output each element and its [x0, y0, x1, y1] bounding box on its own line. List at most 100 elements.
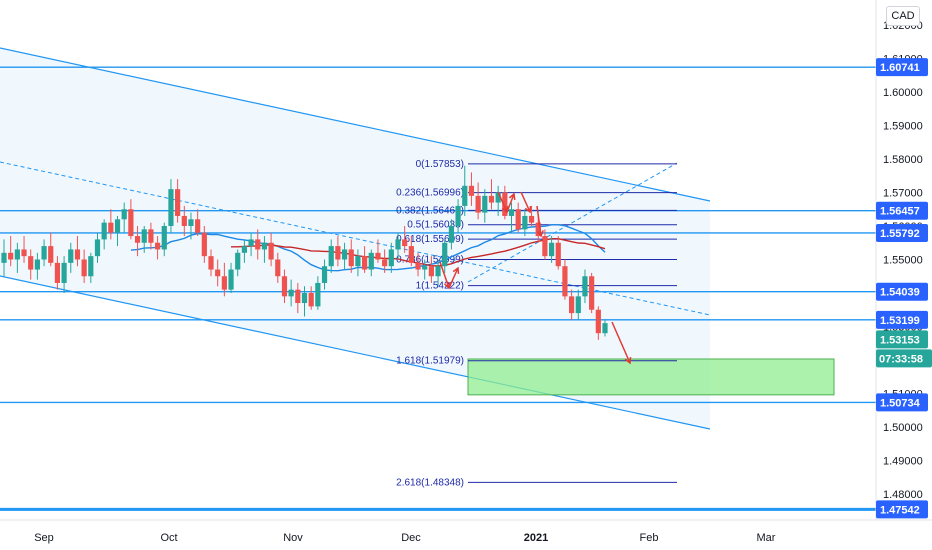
- price-tag-label: 1.47542: [880, 504, 920, 516]
- price-tick-label: 1.50000: [883, 422, 923, 434]
- fib-trend-line: [467, 162, 678, 283]
- candle-body: [41, 246, 47, 260]
- candle-body: [81, 259, 87, 277]
- price-tick-label: 1.48000: [883, 489, 923, 501]
- time-tick-label: 2021: [524, 532, 548, 544]
- price-tick-label: 1.59000: [883, 121, 923, 133]
- candle-body: [315, 282, 321, 307]
- candle-body: [562, 266, 568, 297]
- candle-body: [528, 215, 535, 223]
- time-axis[interactable]: Sep Oct Nov Dec 2021 Feb Mar: [0, 519, 932, 544]
- candle-body: [395, 239, 401, 250]
- candle-body: [375, 252, 381, 260]
- price-tag-label: 1.53153: [880, 334, 920, 346]
- candle-body: [308, 293, 314, 307]
- arrow-head: [524, 205, 532, 214]
- fib-level-label: 0.618(1.55609): [396, 234, 464, 245]
- candle-body: [281, 276, 288, 297]
- candle-body: [535, 222, 541, 237]
- candle-body: [168, 189, 174, 226]
- candle-body: [101, 222, 107, 240]
- candle-body: [415, 262, 421, 270]
- candle-body: [14, 249, 20, 260]
- candle-body: [175, 189, 181, 216]
- price-tag: [876, 393, 928, 412]
- candle-body: [21, 249, 27, 257]
- fib-level-label: 0.786(1.54999): [396, 255, 464, 266]
- candle-body: [382, 259, 388, 267]
- fibonacci-extension[interactable]: 0(1.57853) 0.236(1.56996) 0.382(1.56466) 0.…: [396, 159, 677, 488]
- price-tag: [876, 223, 928, 242]
- candle-body: [589, 276, 595, 310]
- price-tag: [876, 500, 928, 519]
- price-tick-label: 1.60000: [883, 87, 923, 99]
- candle-body: [455, 205, 461, 226]
- fib-level-label: 1.618(1.51979): [396, 356, 464, 367]
- candle-body: [201, 232, 207, 257]
- price-tag-label: 1.54039: [880, 287, 920, 299]
- currency-label[interactable]: CAD: [886, 6, 920, 26]
- candle-body: [1, 252, 7, 263]
- candle-body: [28, 256, 34, 270]
- candle-body: [88, 256, 94, 277]
- arrow-head: [508, 192, 516, 201]
- price-tag: [876, 58, 928, 77]
- channel-upper-line: [0, 47, 711, 202]
- candle-body: [428, 266, 434, 277]
- projection-arrows: [439, 191, 632, 365]
- candle-body: [595, 309, 601, 334]
- candle-body: [402, 239, 408, 247]
- candle-body: [261, 242, 268, 250]
- candle-body: [181, 215, 187, 226]
- candle-body: [235, 252, 241, 270]
- candle-body: [575, 296, 581, 314]
- candle-body: [508, 209, 515, 216]
- candle-body: [502, 192, 508, 216]
- channel-lower-line: [0, 275, 711, 430]
- fib-level-label: 0.5(1.56038): [407, 220, 464, 231]
- candle-body: [582, 276, 588, 297]
- countdown-tag: [876, 349, 932, 368]
- candle-body: [448, 226, 455, 243]
- candle-body: [215, 269, 221, 277]
- candle-body: [68, 249, 74, 263]
- candle-body: [388, 249, 394, 267]
- candle-body: [522, 215, 528, 230]
- candle-body: [355, 256, 361, 267]
- candle-body: [154, 242, 161, 250]
- candle-body: [341, 249, 348, 260]
- candle-body: [475, 195, 481, 213]
- price-tag-label: 1.60741: [880, 62, 920, 74]
- candle-body: [108, 222, 114, 233]
- price-tag: [876, 330, 928, 349]
- candle-body: [548, 242, 555, 257]
- candle-body: [335, 246, 341, 260]
- arrow-line: [611, 321, 631, 364]
- candle-body: [161, 226, 167, 250]
- candle-body: [362, 256, 368, 270]
- candle-body: [408, 246, 414, 263]
- candle-body: [255, 239, 261, 250]
- candle-body: [148, 229, 154, 243]
- arrow-line: [448, 267, 459, 289]
- candle-body: [121, 209, 127, 220]
- fib-level-label: 0(1.57853): [416, 159, 464, 170]
- candle-body: [295, 289, 301, 304]
- candle-body: [54, 262, 61, 283]
- candle-body: [602, 323, 608, 334]
- candle-body: [268, 242, 274, 260]
- candle-body: [442, 242, 448, 267]
- arrow-line: [520, 191, 531, 213]
- target-zone-rect: [467, 358, 835, 396]
- candle-body: [74, 249, 81, 260]
- target-zone[interactable]: [467, 358, 835, 396]
- time-tick-label: Oct: [160, 532, 177, 544]
- candle-body: [488, 195, 495, 203]
- candle-body: [94, 239, 101, 257]
- countdown-label: 07:33:58: [879, 353, 923, 365]
- horizontal-levels[interactable]: [0, 66, 876, 511]
- channel-fill: [0, 48, 710, 429]
- candle-body: [275, 259, 281, 277]
- candlesticks: [1, 165, 608, 340]
